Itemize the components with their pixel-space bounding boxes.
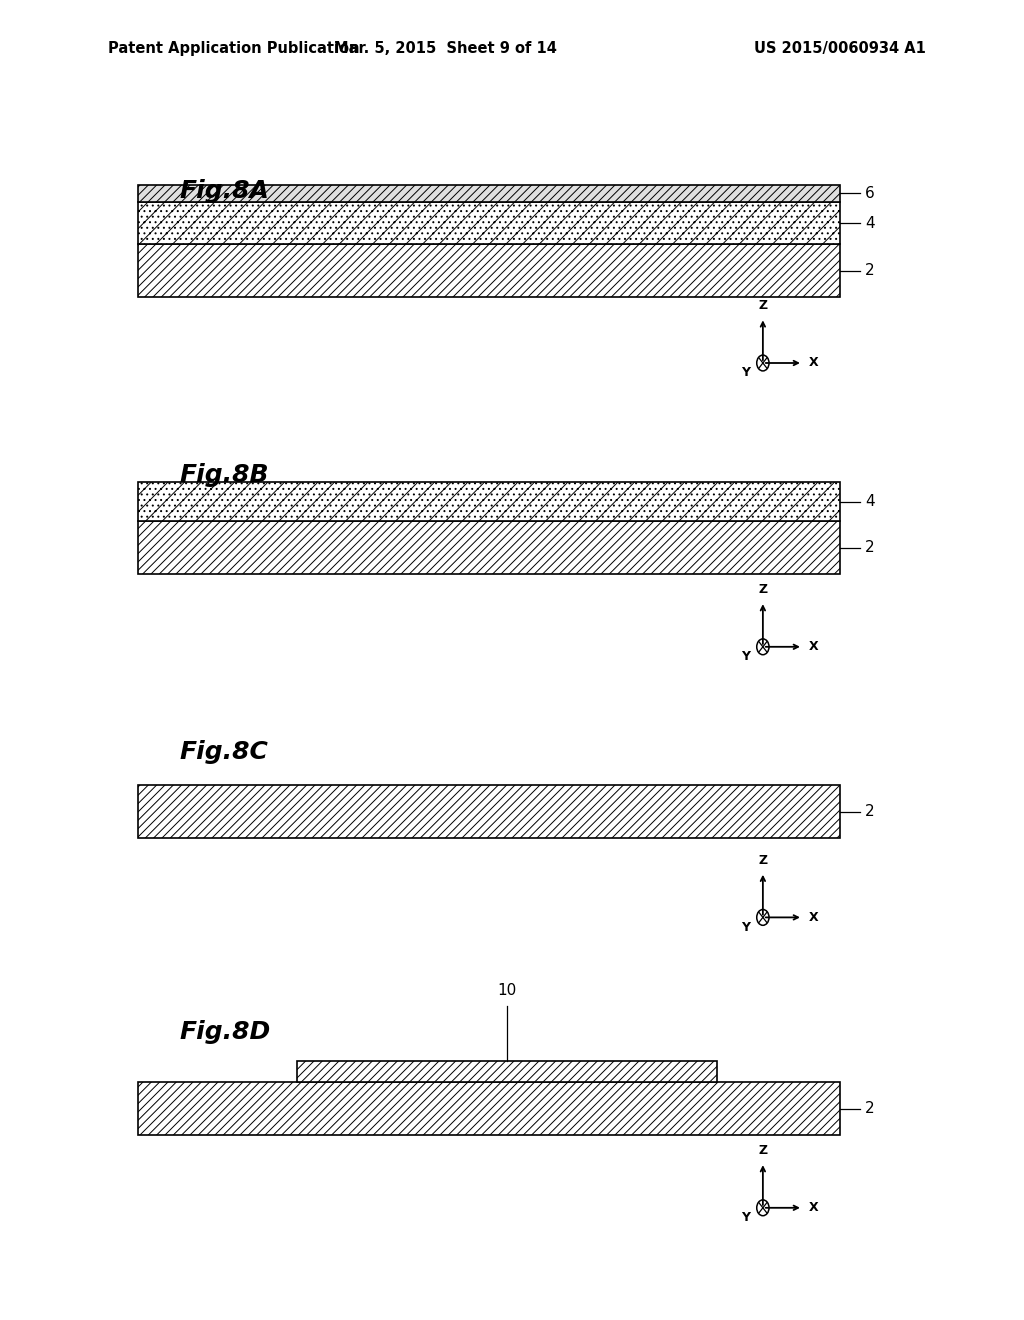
Bar <box>138 482 840 521</box>
Text: Fig.8A: Fig.8A <box>179 180 269 203</box>
Text: Fig.8B: Fig.8B <box>179 463 268 487</box>
Bar <box>138 202 840 244</box>
Bar <box>138 785 840 838</box>
Text: Y: Y <box>741 367 751 379</box>
Text: Z: Z <box>759 300 767 313</box>
Text: 10: 10 <box>498 983 516 998</box>
Text: X: X <box>809 356 818 370</box>
Text: 2: 2 <box>865 1101 874 1117</box>
Text: Mar. 5, 2015  Sheet 9 of 14: Mar. 5, 2015 Sheet 9 of 14 <box>334 41 557 57</box>
Text: Fig.8D: Fig.8D <box>179 1020 270 1044</box>
Text: Z: Z <box>759 854 767 867</box>
Text: Patent Application Publication: Patent Application Publication <box>108 41 359 57</box>
Text: X: X <box>809 640 818 653</box>
Bar <box>138 185 840 202</box>
Text: 4: 4 <box>865 215 874 231</box>
Text: X: X <box>809 1201 818 1214</box>
Text: 6: 6 <box>865 186 876 201</box>
Bar <box>138 1082 840 1135</box>
Text: Y: Y <box>741 921 751 933</box>
Text: 4: 4 <box>865 494 874 510</box>
Bar <box>297 1061 717 1082</box>
Text: Z: Z <box>759 1144 767 1158</box>
Text: Fig.8C: Fig.8C <box>179 741 268 764</box>
Text: 2: 2 <box>865 804 874 820</box>
Text: Y: Y <box>741 1212 751 1224</box>
Text: 2: 2 <box>865 263 874 279</box>
Text: Y: Y <box>741 651 751 663</box>
Text: X: X <box>809 911 818 924</box>
Bar <box>138 521 840 574</box>
Text: US 2015/0060934 A1: US 2015/0060934 A1 <box>754 41 926 57</box>
Text: 2: 2 <box>865 540 874 556</box>
Bar <box>138 244 840 297</box>
Text: Z: Z <box>759 583 767 597</box>
